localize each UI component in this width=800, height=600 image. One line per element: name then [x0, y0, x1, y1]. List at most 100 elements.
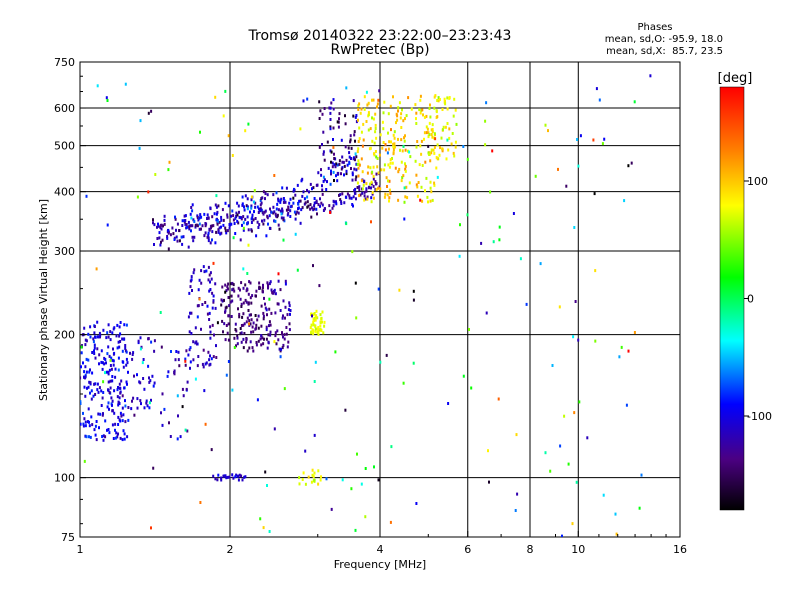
echo-point: [193, 268, 196, 272]
echo-point: [277, 338, 280, 342]
echo-point: [114, 436, 117, 440]
echo-point: [284, 305, 287, 309]
echo-point: [201, 224, 204, 228]
echo-point: [82, 424, 85, 428]
echo-point: [571, 522, 574, 526]
echo-point: [93, 346, 96, 350]
echo-point: [354, 281, 357, 285]
echo-point: [207, 239, 210, 243]
echo-point: [423, 115, 426, 119]
echo-point: [218, 220, 221, 224]
echo-point: [258, 223, 261, 227]
echo-point: [105, 96, 108, 100]
echo-point: [436, 175, 439, 179]
echo-point: [259, 203, 262, 207]
echo-point: [387, 163, 390, 167]
echo-point: [250, 198, 253, 202]
echo-point: [247, 292, 250, 296]
colorbar-tick-label: -100: [747, 410, 772, 423]
echo-point: [355, 316, 358, 320]
echo-point: [193, 220, 196, 223]
echo-point: [450, 142, 453, 146]
echo-point: [261, 219, 263, 223]
echo-point: [230, 214, 232, 218]
echo-point: [392, 145, 395, 149]
echo-point: [107, 372, 110, 376]
echo-point: [330, 101, 333, 105]
echo-point: [276, 215, 279, 219]
echo-point: [272, 211, 275, 215]
echo-point: [243, 322, 246, 326]
echo-point: [430, 148, 433, 152]
echo-point: [577, 164, 580, 168]
echo-point: [94, 335, 97, 339]
echo-point: [397, 137, 399, 141]
echo-point: [248, 280, 251, 284]
echo-point: [372, 98, 375, 102]
echo-point: [247, 243, 250, 247]
echo-point: [357, 159, 360, 163]
echo-point: [123, 386, 126, 390]
echo-point: [491, 149, 494, 153]
echo-point: [427, 144, 430, 148]
echo-point: [452, 114, 455, 118]
echo-point: [110, 367, 113, 371]
echo-point: [329, 118, 332, 121]
echo-point: [211, 238, 213, 242]
echo-point: [89, 368, 91, 372]
echo-point: [547, 129, 549, 133]
echo-point: [130, 407, 133, 411]
echo-point: [267, 222, 269, 226]
echo-point: [104, 371, 106, 375]
echo-point: [445, 157, 448, 161]
echo-point: [185, 349, 188, 353]
echo-point: [119, 436, 122, 440]
echo-point: [389, 191, 392, 195]
echo-point: [280, 347, 283, 351]
echo-point: [193, 235, 196, 239]
echo-point: [322, 152, 325, 156]
echo-point: [375, 136, 378, 140]
echo-point: [266, 193, 269, 197]
echo-point: [317, 469, 320, 473]
echo-point: [334, 350, 337, 354]
echo-point: [262, 286, 264, 289]
echo-point: [243, 205, 245, 209]
echo-point: [549, 469, 552, 473]
echo-point: [207, 350, 210, 354]
echo-point: [497, 397, 500, 401]
echo-point: [98, 362, 100, 366]
echo-point: [298, 199, 301, 203]
echo-point: [573, 411, 576, 415]
echo-point: [244, 283, 247, 287]
echo-point: [207, 236, 210, 240]
echo-point: [245, 300, 248, 304]
echo-point: [332, 107, 335, 111]
echo-point: [392, 148, 395, 151]
echo-point: [267, 286, 269, 290]
echo-point: [205, 361, 208, 365]
echo-point: [272, 193, 275, 197]
echo-point: [408, 150, 411, 154]
echo-point: [292, 196, 295, 200]
echo-point: [147, 364, 150, 368]
echo-point: [346, 163, 349, 167]
echo-point: [317, 332, 320, 336]
echo-point: [242, 301, 245, 305]
echo-point: [370, 196, 373, 200]
echo-point: [415, 173, 418, 177]
echo-point: [204, 224, 207, 228]
echo-point: [188, 225, 191, 229]
echo-point: [284, 282, 287, 286]
colorbar-label: [deg]: [718, 71, 753, 86]
echo-point: [104, 435, 107, 439]
echo-point: [369, 127, 372, 131]
echo-point: [340, 167, 343, 171]
echo-point: [367, 101, 370, 105]
echo-point: [321, 203, 324, 207]
echo-point: [334, 165, 337, 169]
echo-point: [321, 188, 324, 192]
echo-point: [95, 267, 98, 271]
echo-point: [225, 231, 228, 235]
